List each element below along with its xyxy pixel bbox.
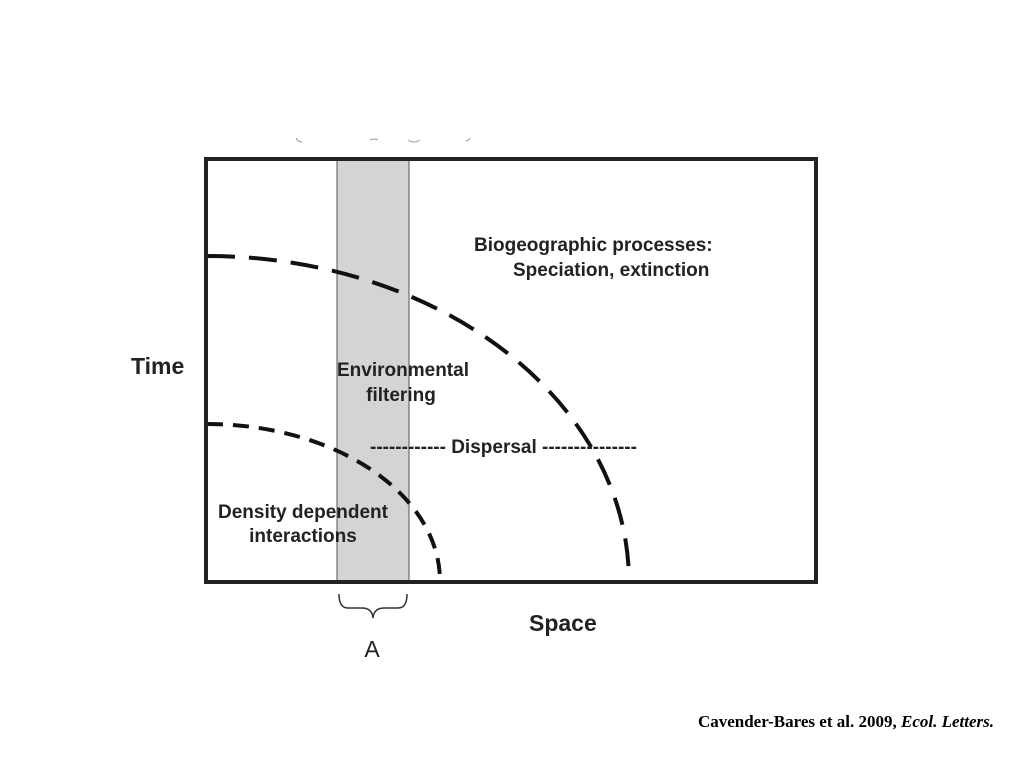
space-axis-label: Space — [529, 610, 597, 636]
diagram-frame — [204, 157, 818, 584]
environmental-label-line1: Environmental — [337, 360, 469, 381]
time-axis-label: Time — [131, 353, 184, 379]
clipped-text-artifact — [295, 137, 471, 143]
density-label-line2: interactions — [249, 526, 357, 547]
citation: Cavender-Bares et al. 2009, Ecol. Letter… — [698, 712, 994, 732]
scale-band-A — [336, 159, 410, 582]
density-boundary-arc — [206, 422, 442, 582]
citation-authors: Cavender-Bares et al. 2009, — [697, 712, 897, 731]
biogeographic-label-line1: Biogeographic processes: — [474, 235, 713, 256]
biogeographic-label-line2: Speciation, extinction — [513, 260, 709, 281]
scale-bracket — [338, 593, 408, 619]
environmental-label-line2: filtering — [366, 385, 436, 406]
density-label-line1: Density dependent — [218, 502, 389, 523]
dispersal-label: ------------ Dispersal --------------- — [370, 437, 637, 458]
biogeographic-boundary-arc — [206, 254, 631, 583]
citation-journal: Ecol. Letters. — [900, 712, 994, 731]
bracket-label: A — [364, 636, 380, 662]
